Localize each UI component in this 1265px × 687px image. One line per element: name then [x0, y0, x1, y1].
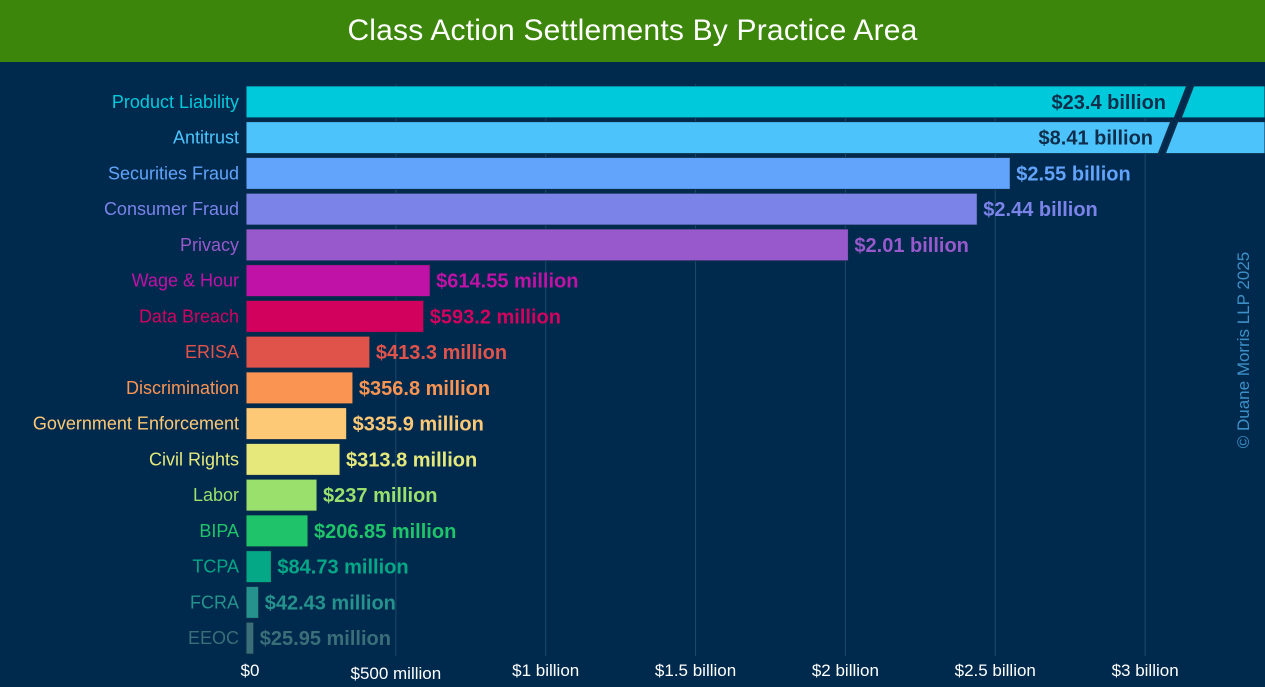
- bar: [245, 514, 309, 548]
- bar: [245, 478, 318, 512]
- category-label: EEOC: [188, 628, 239, 648]
- bar: [245, 371, 354, 405]
- axis-break-line: [1179, 83, 1195, 121]
- bar: [245, 121, 1265, 155]
- value-label: $313.8 million: [346, 449, 477, 471]
- value-label: $237 million: [323, 485, 438, 507]
- category-label: Product Liability: [112, 92, 239, 112]
- value-label: $2.01 billion: [854, 235, 968, 257]
- x-tick-label: $0: [241, 661, 260, 680]
- category-label: Antitrust: [173, 128, 239, 148]
- category-label: ERISA: [185, 342, 239, 362]
- bar: [245, 156, 1011, 190]
- axis-break-line: [1173, 83, 1189, 121]
- category-label: Government Enforcement: [33, 414, 239, 434]
- title-bar: Class Action Settlements By Practice Are…: [0, 0, 1265, 62]
- value-label: $8.41 billion: [1039, 128, 1153, 150]
- axis-break-mark: [1174, 83, 1194, 120]
- value-label: $2.44 billion: [983, 199, 1097, 221]
- value-label: $23.4 billion: [1052, 92, 1166, 114]
- x-tick-label: $500 million: [350, 664, 441, 683]
- value-label: $356.8 million: [359, 378, 490, 400]
- x-tick-label: $1.5 billion: [655, 661, 736, 680]
- axis-break-mark: [1158, 119, 1178, 156]
- value-label: $25.95 million: [260, 628, 391, 650]
- bar: [245, 335, 371, 369]
- category-label: Privacy: [180, 235, 239, 255]
- value-label: $413.3 million: [376, 342, 507, 364]
- value-label: $335.9 million: [353, 414, 484, 436]
- x-tick-label: $3 billion: [1112, 661, 1179, 680]
- axis-break-line: [1157, 119, 1173, 156]
- x-tick-label: $1 billion: [512, 661, 579, 680]
- bar: [245, 228, 849, 262]
- bar: [245, 550, 272, 584]
- x-tick-label: $2.5 billion: [955, 661, 1036, 680]
- value-label: $593.2 million: [430, 306, 561, 328]
- bar: [245, 442, 341, 476]
- category-label: Civil Rights: [149, 449, 239, 469]
- category-label: Labor: [193, 485, 239, 505]
- bar: [245, 621, 255, 655]
- chart-title: Class Action Settlements By Practice Are…: [347, 14, 918, 47]
- category-label: Data Breach: [139, 306, 239, 326]
- x-tick-label: $2 billion: [812, 661, 879, 680]
- axis-break-line: [1163, 119, 1179, 156]
- value-label: $84.73 million: [277, 557, 408, 579]
- bar: [245, 407, 348, 441]
- category-label: Wage & Hour: [132, 271, 239, 291]
- category-label: FCRA: [190, 592, 239, 612]
- category-label: Securities Fraud: [108, 163, 239, 183]
- value-label: $2.55 billion: [1016, 163, 1130, 185]
- value-label: $614.55 million: [436, 271, 578, 293]
- category-label: TCPA: [192, 557, 239, 577]
- bar: [245, 299, 425, 333]
- category-label: BIPA: [199, 521, 239, 541]
- value-label: $42.43 million: [265, 592, 396, 614]
- category-label: Consumer Fraud: [104, 199, 239, 219]
- copyright-watermark: © Duane Morris LLP 2025: [1234, 251, 1253, 449]
- category-label: Discrimination: [126, 378, 239, 398]
- bar: [245, 192, 978, 226]
- value-label: $206.85 million: [314, 521, 456, 543]
- bar: [245, 585, 260, 619]
- bar: [245, 264, 431, 298]
- bar: [245, 85, 1265, 119]
